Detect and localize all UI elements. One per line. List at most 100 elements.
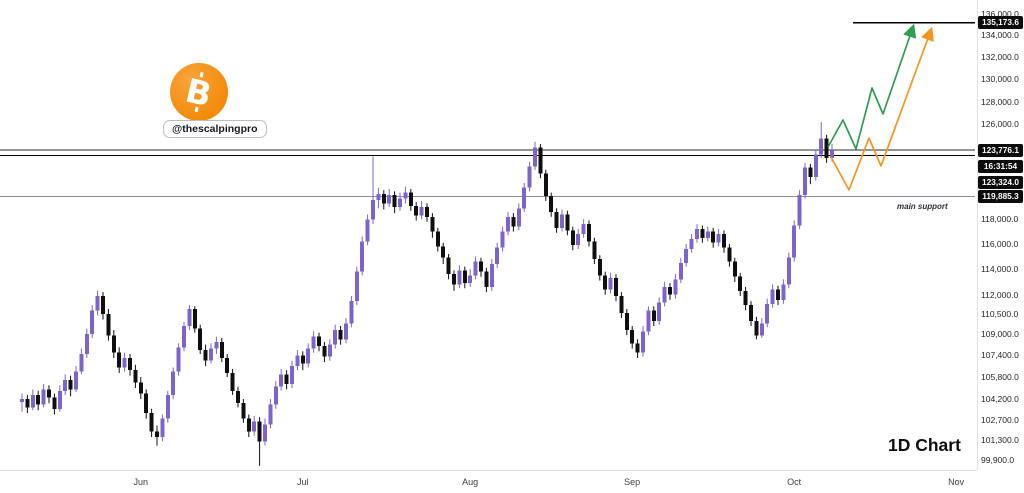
- candle: [117, 347, 122, 373]
- price-tick-label: 105,800.0: [981, 372, 1019, 383]
- candle: [133, 364, 138, 389]
- price-tick-label: 101,300.0: [981, 434, 1019, 445]
- price-tick-label: 99,900.0: [981, 455, 1015, 465]
- candle: [689, 234, 694, 253]
- candle: [79, 348, 84, 375]
- candle: [306, 343, 311, 368]
- candle: [425, 203, 429, 222]
- price-tick-label: 104,200.0: [981, 394, 1019, 405]
- candle: [716, 229, 721, 247]
- candle: [90, 305, 95, 338]
- candle: [457, 265, 462, 289]
- candle: [522, 182, 527, 212]
- candle: [300, 351, 305, 371]
- time-axis-line: [0, 470, 977, 471]
- candle: [57, 385, 62, 412]
- candle: [236, 386, 240, 408]
- candle: [311, 331, 316, 353]
- candle: [533, 141, 537, 170]
- candle: [662, 281, 667, 307]
- candle: [614, 274, 618, 302]
- candle: [538, 144, 543, 179]
- candle: [527, 161, 532, 192]
- time-tick-label: Jun: [133, 477, 149, 487]
- candle: [149, 408, 154, 438]
- candle: [160, 414, 165, 442]
- candle: [446, 253, 451, 280]
- candle: [398, 192, 402, 211]
- candle: [554, 208, 559, 233]
- candle: [695, 224, 699, 243]
- candle: [641, 326, 645, 357]
- candle: [241, 399, 246, 423]
- candle: [684, 243, 689, 267]
- candle: [608, 272, 613, 294]
- candle: [770, 284, 775, 308]
- price-tick-label: 128,000.0: [981, 96, 1019, 107]
- watermark-handle: @thescalpingpro: [163, 120, 267, 138]
- price-tick-label: 102,700.0: [981, 415, 1019, 426]
- candle: [122, 352, 127, 372]
- candle: [138, 377, 143, 400]
- candle: [376, 187, 381, 209]
- candle: [101, 292, 105, 320]
- candle: [565, 210, 570, 236]
- bitcoin-symbol: B: [182, 70, 216, 114]
- candle: [381, 190, 386, 210]
- candle: [630, 326, 635, 349]
- candle: [495, 242, 500, 268]
- candle: [171, 367, 176, 400]
- candle: [452, 270, 456, 291]
- candle: [84, 328, 89, 359]
- candle: [678, 257, 683, 284]
- price-tick-label: 134,000.0: [981, 30, 1019, 41]
- candle: [128, 353, 132, 376]
- candle: [786, 252, 791, 289]
- candle: [25, 394, 30, 414]
- candle: [560, 209, 564, 232]
- candle: [732, 257, 737, 282]
- candle: [813, 149, 818, 181]
- candle: [74, 366, 78, 393]
- candle: [576, 229, 581, 249]
- candle: [543, 169, 548, 201]
- candle: [354, 266, 359, 306]
- candle: [435, 227, 440, 252]
- candle: [570, 226, 575, 251]
- price-tick-label: 110,500.0: [981, 309, 1019, 320]
- candle: [333, 324, 338, 349]
- candle: [225, 353, 230, 378]
- candle: [657, 297, 662, 325]
- candle: [365, 214, 370, 246]
- candle: [781, 279, 786, 304]
- candle: [155, 425, 159, 446]
- price-tick-label: 130,000.0: [981, 74, 1019, 85]
- candle: [668, 283, 672, 300]
- candle: [263, 418, 267, 446]
- candle: [344, 318, 348, 344]
- candle: [479, 257, 483, 277]
- candle: [198, 324, 203, 354]
- candle: [106, 308, 111, 341]
- candle: [387, 188, 392, 208]
- projection-arrow: [827, 23, 917, 150]
- candle: [824, 134, 829, 163]
- candle: [700, 225, 705, 243]
- candle: [284, 370, 289, 390]
- candle: [20, 393, 24, 412]
- candle: [727, 243, 732, 267]
- candle: [749, 301, 753, 327]
- candle: [257, 417, 262, 466]
- candle: [246, 414, 251, 438]
- candle: [30, 389, 35, 411]
- candle: [408, 188, 413, 211]
- candle: [111, 329, 116, 359]
- candle: [592, 237, 597, 265]
- candle: [803, 162, 807, 199]
- price-axis-line: [977, 0, 978, 470]
- target-price-badge: 135,173.6: [978, 16, 1023, 30]
- candle: [489, 259, 494, 291]
- candle: [182, 322, 186, 352]
- candle: [414, 202, 419, 221]
